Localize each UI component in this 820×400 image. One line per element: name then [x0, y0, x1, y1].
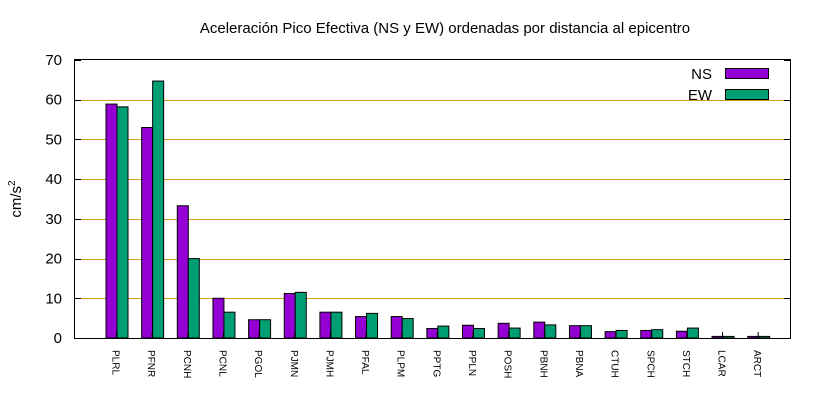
- y-tick-label: 0: [54, 330, 62, 347]
- x-tick-label-plrl: PLRL: [110, 350, 121, 375]
- bar-ew-plpm: [401, 318, 414, 339]
- x-tick-label-pfal: PFAL: [359, 350, 370, 375]
- x-tick-label-arct: ARCT: [751, 350, 762, 377]
- y-tick-label: 30: [45, 211, 62, 228]
- x-tick-label-pbnh: PBNH: [537, 350, 548, 378]
- bar-ew-pjmn: [294, 291, 307, 339]
- bar-ns-spch: [640, 329, 653, 339]
- x-axis-ticks: PLRL PFNR PCNH PCNL PGOL PJMN PJMH PFAL PLPM PPTG…: [110, 332, 762, 378]
- bar-ns-lcar: [711, 335, 724, 339]
- legend-swatch-ew: [725, 89, 769, 100]
- chart-title: Aceleración Pico Efectiva (NS y EW) orde…: [200, 20, 690, 37]
- plot-frame: [74, 59, 791, 339]
- y-axis-ticks: 0 10 20 30 40 50 60 70: [45, 52, 790, 347]
- y-tick-label: 70: [45, 52, 62, 69]
- bar-ns-arct: [747, 335, 760, 339]
- y-tick-label: 20: [45, 251, 62, 268]
- bar-ns-pbnh: [533, 321, 546, 339]
- bar-ns-plrl: [105, 103, 118, 339]
- bar-ns-pjmh: [319, 311, 332, 339]
- x-tick-label-pfnr: PFNR: [145, 350, 156, 377]
- legend-label-ns: NS: [691, 66, 712, 83]
- bar-ew-pcnh: [187, 258, 200, 339]
- y-tick-label: 50: [45, 131, 62, 148]
- x-tick-label-spch: SPCH: [644, 350, 655, 378]
- bar-ns-stch: [675, 330, 688, 339]
- bar-ew-pbnh: [544, 324, 557, 339]
- bar-ns-pbna: [568, 325, 581, 339]
- x-tick-label-lcar: LCAR: [716, 350, 727, 377]
- bars: [105, 80, 771, 339]
- y-tick-label: 40: [45, 171, 62, 188]
- x-tick-label-ppln: PPLN: [466, 350, 477, 376]
- x-tick-label-stch: STCH: [680, 350, 691, 377]
- bar-ew-pptg: [437, 325, 450, 339]
- y-axis-label: cm/s2: [7, 180, 25, 218]
- bar-ns-pjmn: [283, 293, 296, 339]
- bar-ew-pfnr: [152, 80, 165, 339]
- bar-ns-plpm: [390, 316, 403, 339]
- bar-ew-pgol: [259, 319, 272, 339]
- bar-ns-pptg: [426, 327, 439, 339]
- bar-ns-ctuh: [604, 331, 617, 339]
- x-tick-label-pcnh: PCNH: [181, 350, 192, 378]
- bar-ew-arct: [758, 335, 771, 339]
- x-tick-label-plpm: PLPM: [395, 350, 406, 377]
- bar-ns-pfal: [355, 316, 368, 339]
- legend: NS EW: [688, 66, 769, 104]
- bar-ew-spch: [651, 329, 664, 339]
- bar-ns-ppln: [462, 324, 474, 339]
- bar-ew-ctuh: [615, 329, 628, 339]
- bar-ns-pfnr: [141, 127, 154, 339]
- bar-ew-lcar: [722, 335, 735, 339]
- x-tick-label-pgol: PGOL: [252, 350, 263, 378]
- bar-ns-pcnl: [212, 297, 225, 339]
- x-tick-label-pjmn: PJMN: [288, 350, 299, 377]
- y-tick-label: 10: [45, 290, 62, 307]
- x-tick-label-posh: POSH: [502, 350, 513, 378]
- bar-ew-pjmh: [330, 311, 343, 339]
- x-tick-label-pbna: PBNA: [573, 350, 584, 378]
- bar-ew-stch: [686, 327, 699, 339]
- bar-ew-pcnl: [223, 311, 236, 339]
- bar-ew-pfal: [366, 312, 379, 339]
- x-tick-label-pcnl: PCNL: [216, 350, 227, 377]
- y-tick-label: 60: [45, 92, 62, 109]
- bar-ns-pcnh: [176, 205, 189, 339]
- bar-ew-plrl: [116, 106, 129, 339]
- x-tick-label-pptg: PPTG: [430, 350, 441, 377]
- bar-ns-posh: [497, 322, 510, 339]
- x-tick-label-pjmh: PJMH: [323, 350, 334, 377]
- bar-ew-ppln: [473, 327, 485, 339]
- legend-swatch-ns: [725, 68, 769, 79]
- x-tick-label-ctuh: CTUH: [609, 350, 620, 378]
- bar-ew-posh: [508, 327, 521, 339]
- bar-ns-pgol: [248, 319, 261, 339]
- bar-ew-pbna: [579, 325, 592, 339]
- legend-label-ew: EW: [688, 87, 713, 104]
